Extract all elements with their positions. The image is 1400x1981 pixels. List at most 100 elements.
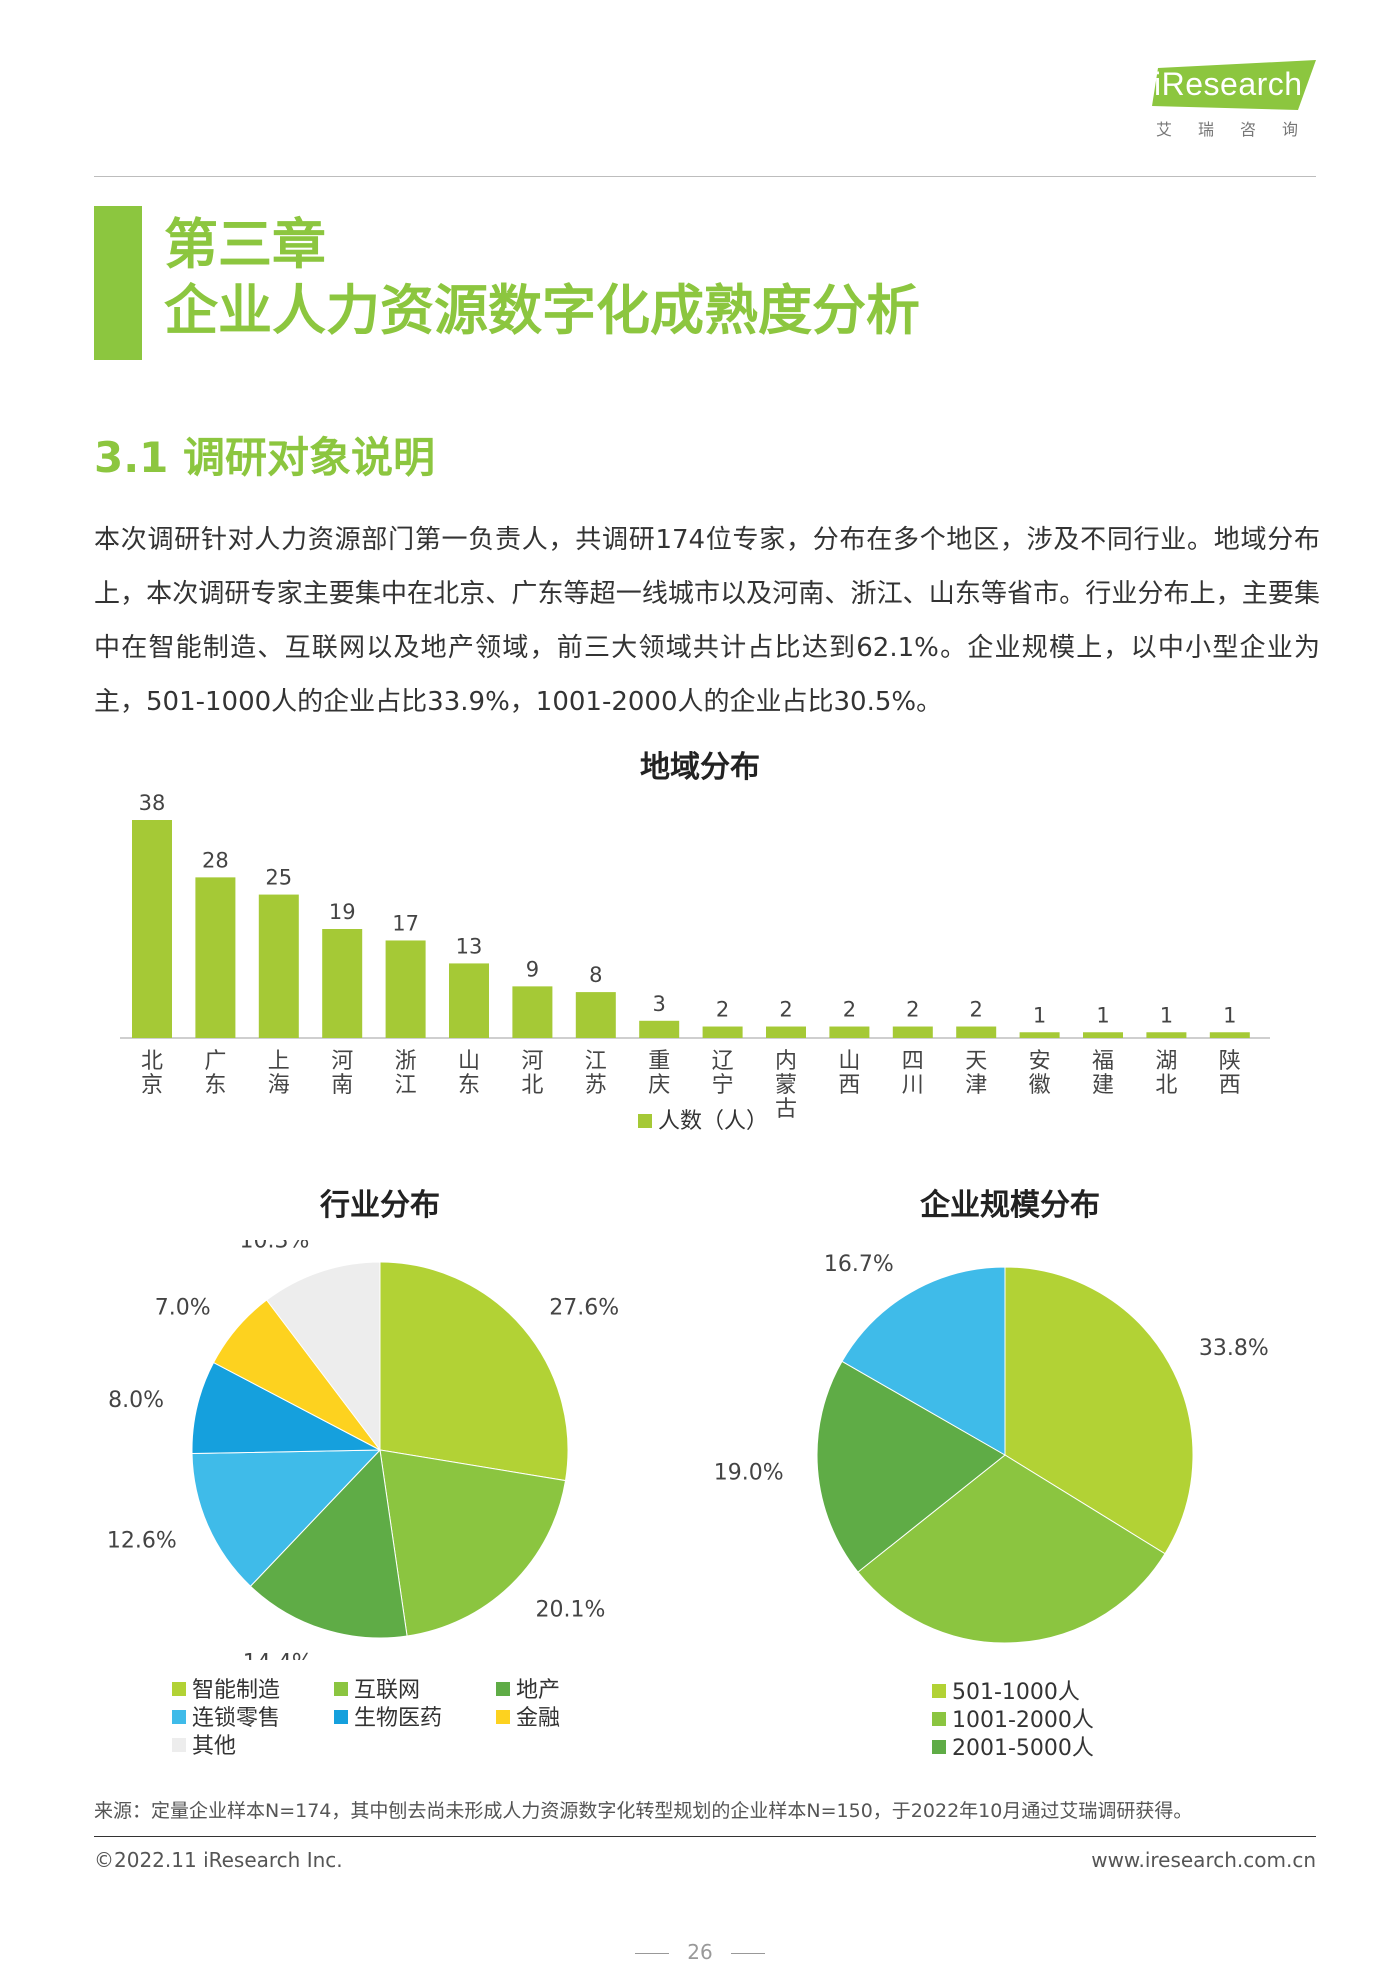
industry-value-label: 27.6% — [549, 1295, 619, 1320]
size-value-label: 16.7% — [824, 1252, 894, 1277]
legend-swatch — [334, 1710, 348, 1724]
bar-河南 — [322, 929, 363, 1038]
region-bar-chart: 38 北京 28 广东 25 上海 19 河南 17 浙江 13 山东 9 河北 8 江苏 3 重庆 2 辽宁 2 内蒙古… — [120, 791, 1270, 1134]
page-number-block: 26 — [600, 1940, 800, 1964]
bar-value-label: 17 — [392, 911, 419, 935]
bar-四川 — [892, 1026, 933, 1038]
size-legend: 501-1000人 1001-2000人 2001-5000人 — [932, 1674, 1232, 1764]
legend-label: 地产 — [516, 1678, 561, 1703]
size-value-label: 19.0% — [714, 1461, 784, 1486]
bar-category-label: 山西 — [838, 1049, 860, 1098]
page-number-dash-right — [730, 1953, 765, 1954]
industry-legend-item: 生物医药 — [334, 1700, 442, 1732]
legend-swatch — [172, 1738, 186, 1752]
bar-value-label: 1 — [1033, 1003, 1046, 1027]
bar-category-label: 河南 — [331, 1049, 353, 1098]
size-slice-501-1000人 — [1004, 1266, 1194, 1555]
bar-legend-label: 人数（人） — [658, 1109, 768, 1134]
industry-pie-title: 行业分布 — [320, 1188, 440, 1223]
size-slice-2001-5000人 — [816, 1360, 1006, 1573]
bar-category-label: 四川 — [902, 1049, 924, 1098]
bar-广东 — [195, 877, 236, 1038]
bar-category-label: 陕西 — [1219, 1049, 1241, 1098]
legend-swatch — [932, 1684, 946, 1698]
bar-value-label: 25 — [265, 866, 292, 890]
bar-value-label: 3 — [653, 992, 666, 1016]
page-number: 26 — [687, 1940, 713, 1964]
legend-swatch — [932, 1712, 946, 1726]
logo-brand-text: iResearch — [1154, 66, 1303, 102]
source-note: 来源：定量企业样本N=174，其中刨去尚未形成人力资源数字化转型规划的企业样本N… — [94, 1800, 1193, 1822]
legend-label: 2001-5000人 — [952, 1736, 1094, 1761]
bar-category-label: 湖北 — [1155, 1049, 1177, 1098]
legend-label: 智能制造 — [192, 1678, 281, 1703]
bar-天津 — [956, 1026, 997, 1038]
industry-legend: 智能制造 互联网 地产 连锁零售 生物医药 金融 其他 — [172, 1672, 652, 1762]
bar-辽宁 — [702, 1026, 743, 1038]
industry-value-label: 20.1% — [536, 1598, 606, 1623]
footer-divider — [94, 1836, 1316, 1837]
bar-category-label: 浙江 — [395, 1049, 417, 1098]
bar-value-label: 1 — [1223, 1003, 1236, 1027]
logo-tag-shape — [1152, 60, 1316, 110]
legend-swatch — [496, 1710, 510, 1724]
legend-label: 生物医药 — [354, 1706, 443, 1731]
industry-pie-chart: 27.6% 20.1% 14.4% 12.6% 8.0% 7.0% 10.3% — [107, 1240, 619, 1660]
chapter-accent-bar — [94, 206, 142, 360]
bar-category-label: 江苏 — [585, 1049, 607, 1098]
bar-value-label: 2 — [906, 998, 919, 1022]
bar-内蒙古 — [766, 1026, 806, 1038]
size-legend-item: 1001-2000人 — [932, 1702, 1094, 1734]
bar-浙江 — [385, 940, 426, 1038]
website-url: www.iresearch.com.cn — [1091, 1848, 1316, 1872]
industry-value-label: 10.3% — [240, 1240, 310, 1254]
bar-河北 — [512, 986, 553, 1038]
bar-value-label: 19 — [329, 900, 356, 924]
industry-slice-智能制造 — [379, 1261, 569, 1482]
chapter-name: 企业人力资源数字化成熟度分析 — [164, 279, 920, 342]
legend-swatch — [496, 1682, 510, 1696]
industry-value-label: 7.0% — [155, 1295, 211, 1320]
bar-category-label: 安徽 — [1029, 1049, 1051, 1098]
legend-swatch — [172, 1682, 186, 1696]
bar-category-label: 河北 — [521, 1049, 543, 1098]
bar-陕西 — [1209, 1032, 1250, 1038]
industry-value-label: 8.0% — [108, 1388, 164, 1413]
industry-value-label: 14.4% — [243, 1651, 313, 1660]
bar-category-label: 辽宁 — [712, 1049, 734, 1098]
bar-value-label: 1 — [1160, 1003, 1173, 1027]
header-divider — [94, 176, 1316, 177]
bar-category-label: 福建 — [1092, 1049, 1114, 1098]
bar-value-label: 2 — [970, 998, 983, 1022]
bar-category-label: 北京 — [141, 1049, 163, 1098]
iresearch-logo: iResearch 艾瑞咨询 — [1140, 52, 1320, 142]
bar-湖北 — [1146, 1032, 1187, 1038]
bar-value-label: 2 — [716, 998, 729, 1022]
legend-label: 金融 — [516, 1706, 561, 1731]
bar-value-label: 2 — [843, 998, 856, 1022]
industry-legend-item: 连锁零售 — [172, 1700, 280, 1732]
size-slice-1001-2000人 — [857, 1454, 1166, 1644]
bar-value-label: 2 — [779, 998, 792, 1022]
bar-category-label: 天津 — [965, 1049, 987, 1098]
page-number-dash-left — [635, 1953, 670, 1954]
bar-value-label: 38 — [139, 791, 166, 815]
logo-chinese-text: 艾瑞咨询 — [1156, 120, 1325, 139]
bar-chart-title: 地域分布 — [640, 750, 760, 785]
industry-slice-生物医药 — [191, 1361, 381, 1455]
bar-福建 — [1083, 1032, 1123, 1038]
bar-山东 — [449, 963, 489, 1038]
bar-山西 — [829, 1026, 870, 1038]
industry-legend-item: 其他 — [172, 1728, 236, 1760]
bar-上海 — [258, 894, 299, 1038]
legend-swatch — [334, 1682, 348, 1696]
legend-label: 1001-2000人 — [952, 1708, 1094, 1733]
bar-category-label: 山东 — [458, 1049, 480, 1098]
size-legend-item: 2001-5000人 — [932, 1730, 1094, 1762]
bar-category-label: 内蒙古 — [775, 1049, 797, 1122]
bar-value-label: 8 — [589, 963, 602, 987]
size-value-label: 33.8% — [1199, 1336, 1269, 1361]
legend-swatch — [932, 1740, 946, 1754]
intro-paragraph: 本次调研针对人力资源部门第一负责人，共调研174位专家，分布在多个地区，涉及不同… — [94, 525, 1320, 717]
bar-value-label: 28 — [202, 848, 229, 872]
